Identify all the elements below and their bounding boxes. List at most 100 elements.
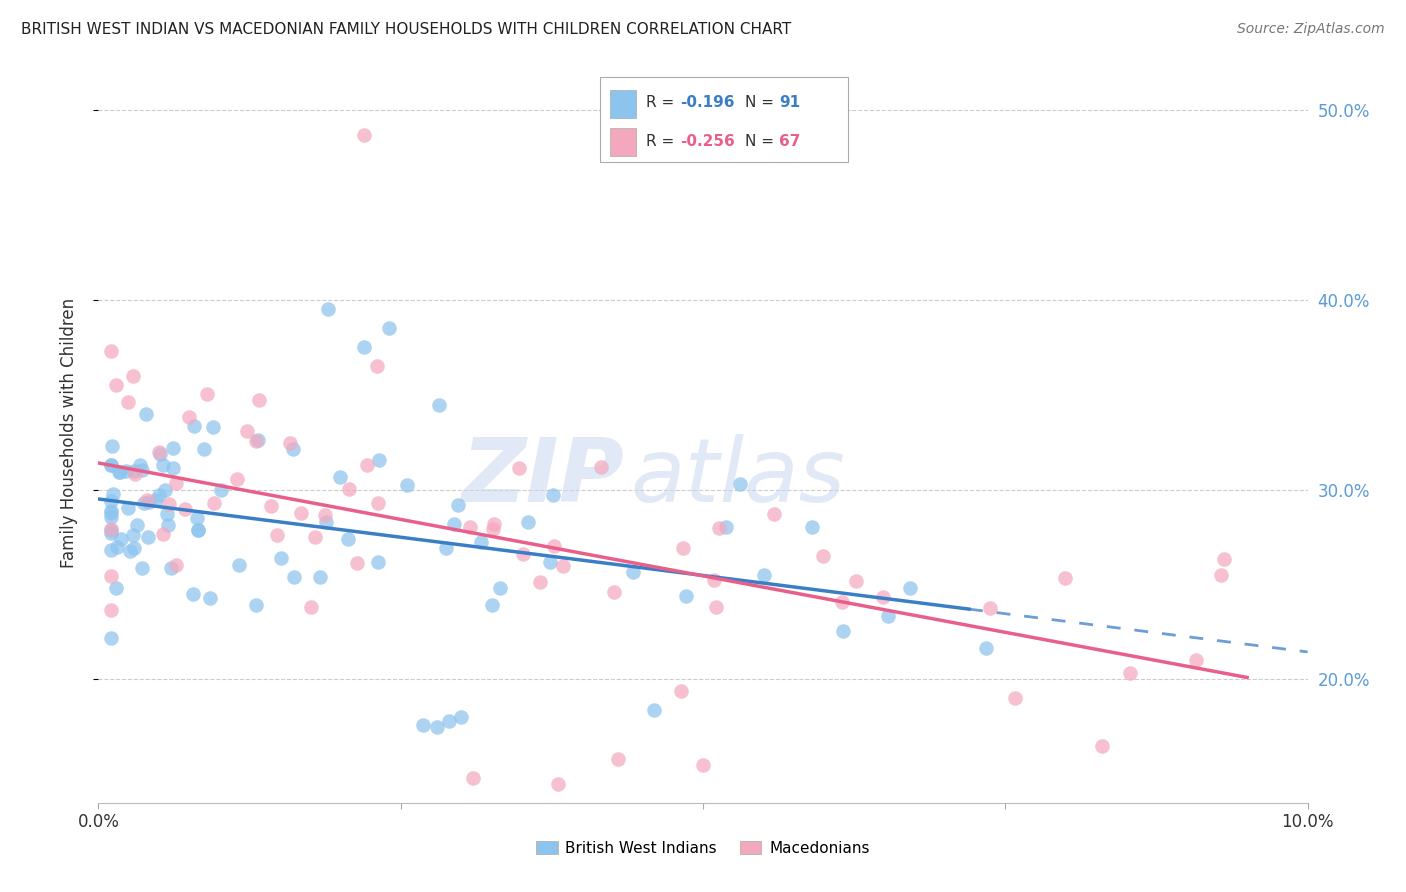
Point [100, 525, 122, 540]
Point [845, 574, 868, 588]
Point [427, 399, 450, 413]
Point [138, 494, 160, 508]
Point [290, 506, 312, 520]
Point [437, 714, 460, 728]
Point [100, 458, 122, 473]
Text: BRITISH WEST INDIAN VS MACEDONIAN FAMILY HOUSEHOLDS WITH CHILDREN CORRELATION CH: BRITISH WEST INDIAN VS MACEDONIAN FAMILY… [21, 22, 792, 37]
Point [132, 496, 155, 510]
Point [460, 519, 482, 533]
Text: 91: 91 [779, 95, 800, 111]
Text: -0.196: -0.196 [681, 95, 734, 111]
Point [366, 359, 388, 374]
Point [337, 482, 360, 496]
Point [181, 587, 204, 601]
Point [100, 522, 122, 536]
Point [643, 703, 665, 717]
Point [283, 570, 305, 584]
Point [367, 496, 389, 510]
Point [187, 524, 209, 538]
Point [1213, 551, 1236, 566]
Text: -0.256: -0.256 [681, 134, 735, 149]
Point [247, 392, 270, 407]
Point [1004, 690, 1026, 705]
Text: N =: N = [745, 95, 779, 111]
Point [368, 452, 391, 467]
Point [145, 492, 167, 507]
Point [209, 483, 232, 497]
Point [108, 465, 131, 479]
Point [692, 757, 714, 772]
Point [434, 541, 457, 555]
Point [165, 475, 187, 490]
Point [148, 487, 170, 501]
Point [105, 582, 128, 596]
Text: Source: ZipAtlas.com: Source: ZipAtlas.com [1237, 22, 1385, 37]
Point [470, 534, 492, 549]
Point [703, 573, 725, 587]
Point [450, 710, 472, 724]
Point [107, 540, 129, 554]
Point [603, 584, 626, 599]
Point [801, 520, 824, 534]
Point [1184, 653, 1206, 667]
Point [353, 340, 375, 354]
Point [538, 556, 561, 570]
Point [148, 445, 170, 459]
Point [117, 500, 139, 515]
Point [541, 488, 564, 502]
Point [377, 321, 399, 335]
Point [155, 483, 177, 498]
Point [156, 518, 179, 533]
Text: 67: 67 [779, 134, 800, 149]
Point [412, 718, 434, 732]
Point [100, 494, 122, 508]
Legend: British West Indians, Macedonians: British West Indians, Macedonians [530, 835, 876, 862]
Point [463, 771, 485, 785]
Point [202, 419, 225, 434]
Point [115, 464, 138, 478]
Point [121, 528, 143, 542]
Point [516, 516, 538, 530]
Point [100, 458, 122, 472]
Point [309, 570, 332, 584]
Point [508, 461, 530, 475]
Point [186, 511, 208, 525]
Point [877, 609, 900, 624]
Point [314, 508, 336, 522]
Point [607, 752, 630, 766]
Point [162, 461, 184, 475]
Point [122, 464, 145, 478]
Point [245, 598, 267, 612]
Point [512, 547, 534, 561]
Point [118, 544, 141, 558]
Point [149, 446, 172, 460]
Point [152, 527, 174, 541]
Point [165, 558, 187, 572]
Point [162, 442, 184, 456]
Point [481, 598, 503, 612]
Point [100, 568, 122, 582]
Point [336, 532, 359, 546]
Point [100, 603, 122, 617]
Point [832, 624, 855, 638]
Point [316, 302, 339, 317]
Point [124, 467, 146, 482]
Point [281, 442, 304, 456]
Point [482, 522, 505, 536]
Point [100, 506, 122, 520]
Point [353, 128, 375, 142]
Point [672, 541, 695, 556]
Point [706, 600, 728, 615]
Point [675, 589, 697, 603]
Point [131, 561, 153, 575]
Text: ZIP: ZIP [461, 434, 624, 521]
FancyBboxPatch shape [610, 128, 637, 156]
Text: R =: R = [647, 95, 679, 111]
Point [763, 507, 786, 521]
Point [226, 472, 249, 486]
Point [547, 777, 569, 791]
FancyBboxPatch shape [600, 78, 848, 162]
Point [872, 590, 894, 604]
Point [974, 640, 997, 655]
Point [100, 504, 122, 518]
